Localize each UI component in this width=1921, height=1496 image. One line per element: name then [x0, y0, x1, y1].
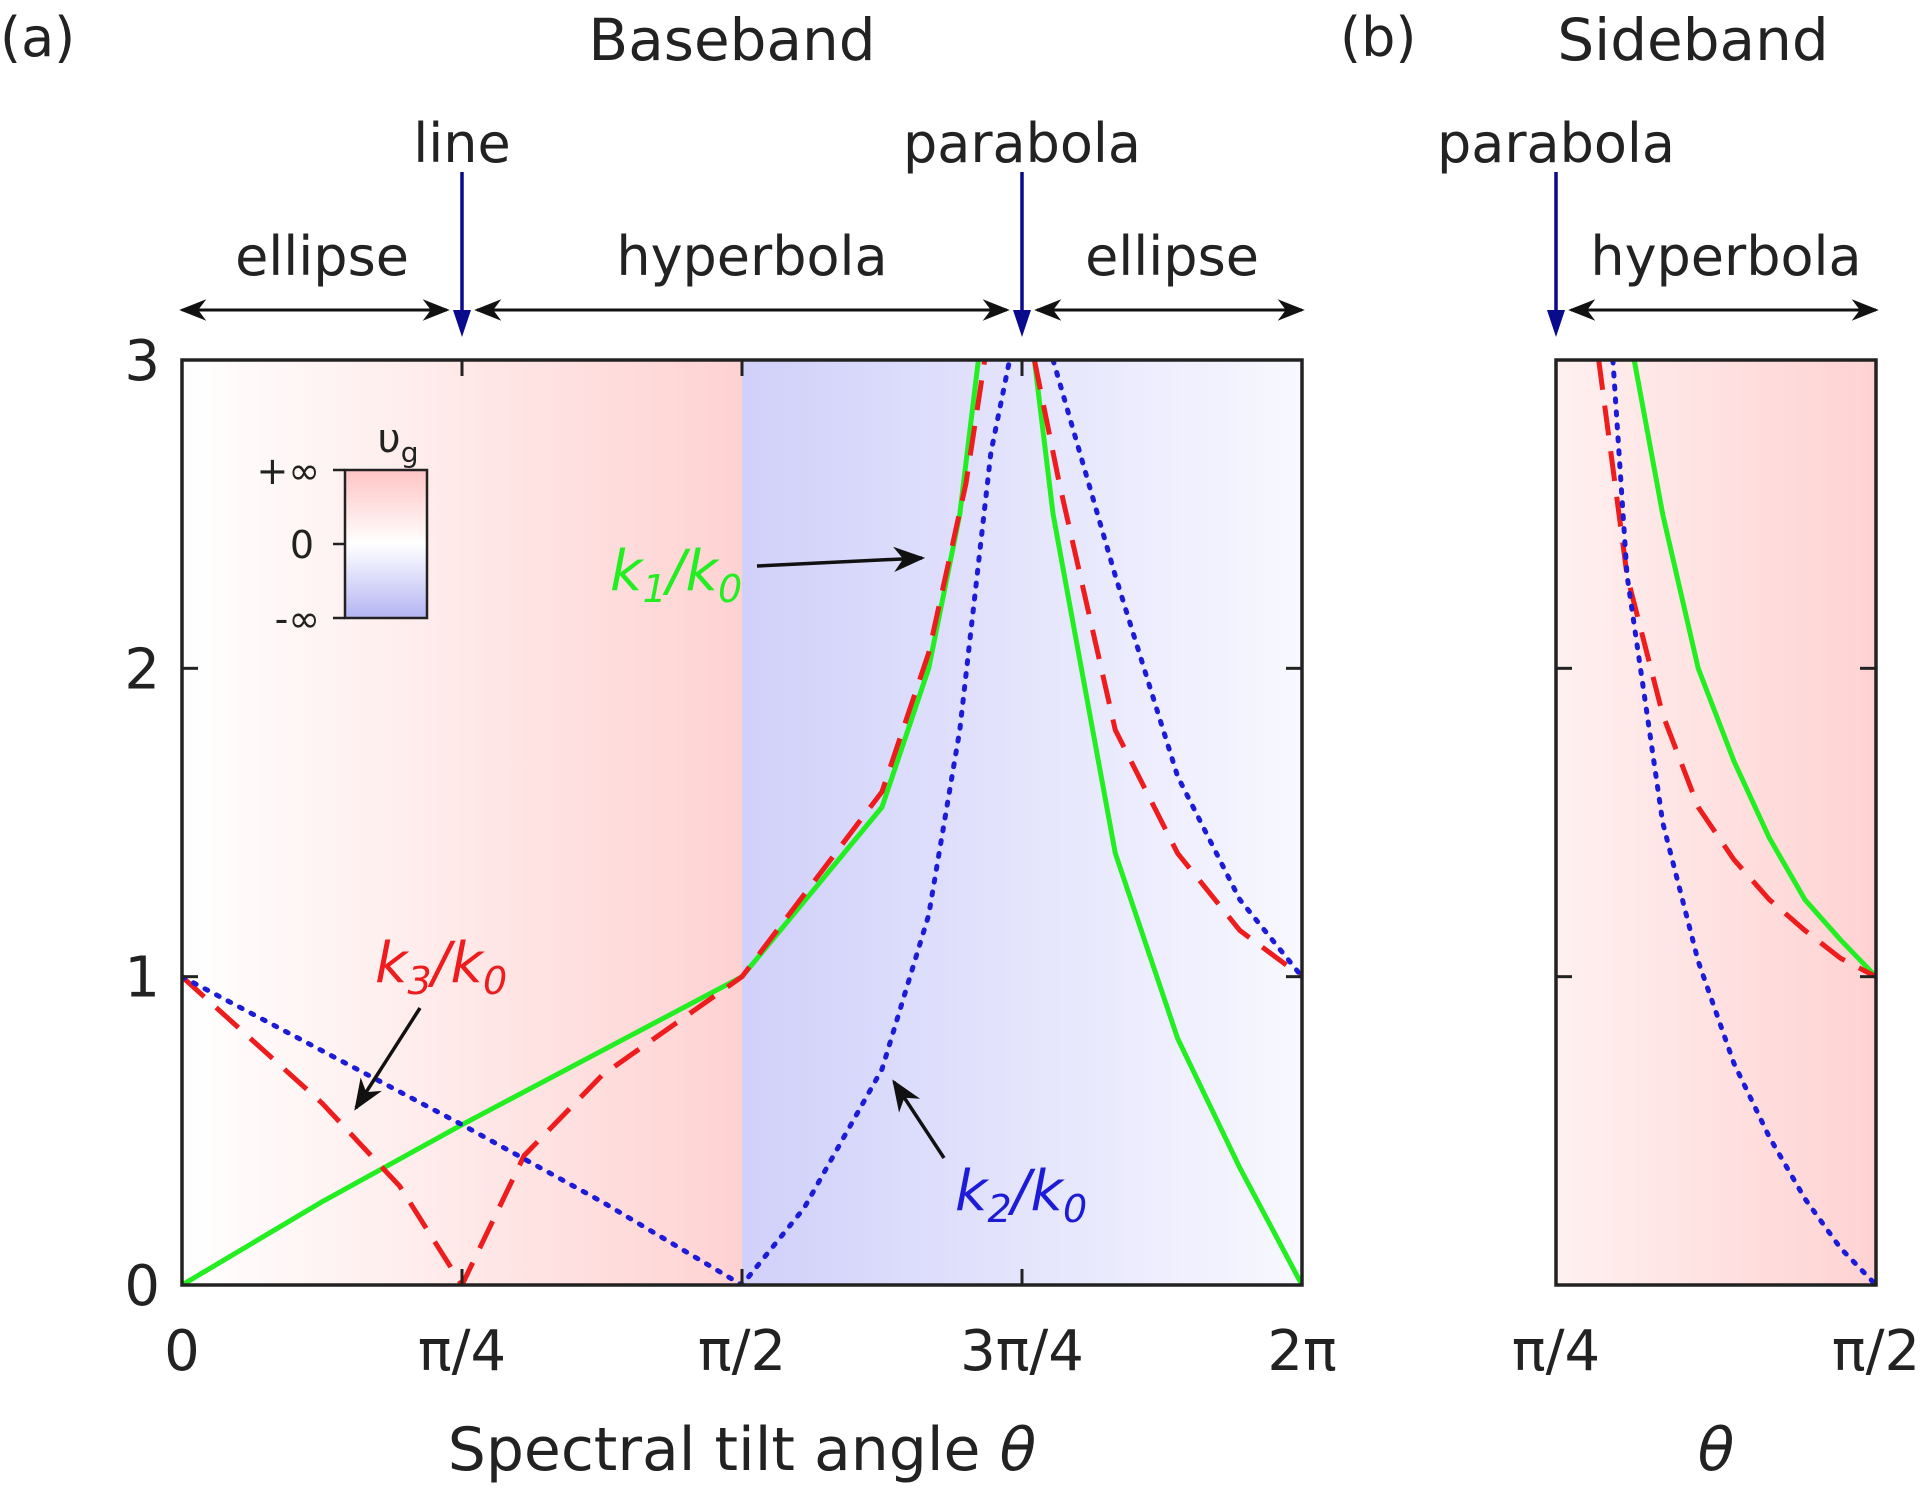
baseband-k3-curve — [182, 360, 1302, 1285]
panel-b-title: Sideband — [1557, 6, 1828, 74]
colorbar-title: υg — [378, 416, 419, 469]
baseband-ticks: 0 π/4 π/2 3π/4 2π 0 1 2 3 — [124, 329, 1336, 1384]
baseband-ytick-label-0: 0 — [124, 1254, 160, 1319]
sideband-transition-label-0: parabola — [1437, 112, 1675, 175]
colorbar-label-plus-inf: +∞ — [257, 449, 321, 493]
baseband-ytick-label-3: 3 — [124, 329, 160, 394]
sideband-region-label-0: hyperbola — [1590, 225, 1861, 288]
baseband-xtick-label-3: 3π/4 — [960, 1319, 1084, 1384]
panel-a-label: (a) — [0, 6, 75, 69]
panel-a: (a) Baseband line parabola ellipse hyperbol… — [0, 6, 1337, 1485]
panel-b: (b) Sideband parabola hyperbola π/4 π/2 θ — [1340, 6, 1920, 1485]
panel-b-label: (b) — [1340, 6, 1416, 69]
baseband-region-label-0: ellipse — [235, 225, 409, 288]
colorbar-label-minus-inf: -∞ — [275, 597, 320, 641]
colorbar-label-zero: 0 — [290, 523, 314, 567]
sideband-axes-frame — [1554, 358, 1878, 1287]
arrow-k1-label — [756, 546, 926, 572]
baseband-annotations: line parabola ellipse hyperbola ellipse — [179, 112, 1305, 337]
sideband-transition-arrowhead-0 — [1547, 310, 1565, 337]
baseband-k2-curve — [182, 360, 1302, 1285]
sideband-xtick-label-0: π/4 — [1512, 1319, 1600, 1384]
sideband-ticks: π/4 π/2 — [1512, 666, 1920, 1384]
baseband-ytick-label-2: 2 — [124, 637, 160, 702]
baseband-transition-label-1: parabola — [903, 112, 1141, 175]
label-k3-over-k0: k3/k0 — [375, 931, 507, 1003]
sideband-shading — [1556, 360, 1876, 1285]
baseband-xtick-label-1: π/4 — [418, 1319, 506, 1384]
sideband-xtick-label-1: π/2 — [1832, 1319, 1920, 1384]
baseband-xtick-label-0: 0 — [164, 1319, 200, 1384]
label-k1-over-k0: k1/k0 — [610, 539, 742, 611]
sideband-x-axis-label: θ — [1698, 1415, 1735, 1485]
baseband-region-label-1: hyperbola — [616, 225, 887, 288]
baseband-xtick-label-4: 2π — [1267, 1319, 1336, 1384]
sideband-k2-curve — [1610, 360, 1876, 1285]
baseband-transition-arrowhead-0 — [453, 310, 471, 337]
baseband-transition-arrowhead-1 — [1013, 310, 1031, 337]
colorbar-swatch — [343, 468, 429, 620]
sideband-annotations: parabola hyperbola — [1437, 112, 1879, 337]
baseband-plot-area — [182, 360, 1302, 1285]
colorbar: υg +∞ 0 -∞ — [257, 416, 429, 641]
arrow-k2-label — [892, 1079, 946, 1159]
baseband-transition-label-0: line — [413, 112, 510, 175]
label-k2-over-k0: k2/k0 — [955, 1159, 1087, 1231]
panel-a-title: Baseband — [588, 6, 875, 74]
baseband-region-label-2: ellipse — [1085, 225, 1259, 288]
arrow-k3-label — [354, 1007, 422, 1111]
sideband-k1-curve — [1631, 360, 1876, 979]
baseband-xtick-label-2: π/2 — [698, 1319, 786, 1384]
sideband-k3-curve — [1596, 360, 1876, 979]
baseband-x-axis-label: Spectral tilt angle θ — [448, 1415, 1037, 1485]
baseband-ytick-label-1: 1 — [124, 946, 160, 1011]
sideband-plot-area — [1596, 360, 1876, 1285]
